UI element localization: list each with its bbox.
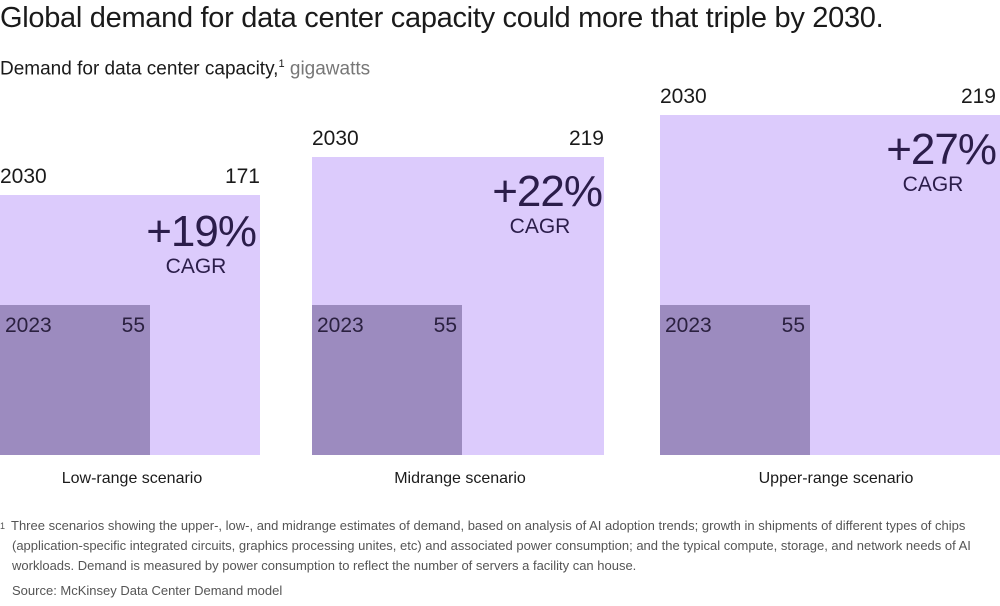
cagr-badge: +27% CAGR xyxy=(870,125,997,196)
year-2030-label: 2030 xyxy=(0,165,47,188)
chart-subtitle: Demand for data center capacity,1 gigawa… xyxy=(0,58,370,80)
value-2030-label: 219 xyxy=(960,85,996,108)
subtitle-text: Demand for data center capacity, xyxy=(0,58,279,80)
chart-title: Global demand for data center capacity c… xyxy=(0,2,884,34)
square-2023 xyxy=(312,305,462,455)
unit-label: gigawatts xyxy=(289,58,371,80)
value-2023-label: 55 xyxy=(121,314,145,337)
cagr-label: CAGR xyxy=(165,255,227,278)
cagr-label: CAGR xyxy=(902,173,964,196)
cagr-badge: +19% CAGR xyxy=(136,207,257,278)
footnote: 1 Three scenarios showing the upper-, low… xyxy=(0,516,1000,576)
value-2030-label: 171 xyxy=(224,165,260,188)
cagr-value: +22% xyxy=(492,167,603,216)
year-2023-label: 2023 xyxy=(5,314,52,337)
value-2023-label: 55 xyxy=(433,314,457,337)
year-2023-label: 2023 xyxy=(665,314,712,337)
scenario-label: Low-range scenario xyxy=(61,470,203,487)
year-2030-label: 2030 xyxy=(660,85,707,108)
footnote-text: Three scenarios showing the upper-, low-… xyxy=(11,518,971,573)
cagr-badge: +22% CAGR xyxy=(478,167,603,238)
value-2030-label: 219 xyxy=(568,127,604,150)
footnotes: 1 Three scenarios showing the upper-, low… xyxy=(0,516,1000,601)
cagr-value: +27% xyxy=(886,125,997,174)
cagr-value: +19% xyxy=(146,207,257,256)
scenario-label: Upper-range scenario xyxy=(758,470,914,487)
value-2023-label: 55 xyxy=(781,314,805,337)
scenario-label: Midrange scenario xyxy=(394,470,526,487)
footnote-marker: 1 xyxy=(278,58,285,70)
square-2023 xyxy=(660,305,810,455)
source: Source: McKinsey Data Center Demand mode… xyxy=(12,583,283,598)
footnote-number: 1 xyxy=(0,521,6,531)
square-2023 xyxy=(0,305,150,455)
cagr-label: CAGR xyxy=(509,215,571,238)
year-2030-label: 2030 xyxy=(312,127,359,150)
year-2023-label: 2023 xyxy=(317,314,364,337)
